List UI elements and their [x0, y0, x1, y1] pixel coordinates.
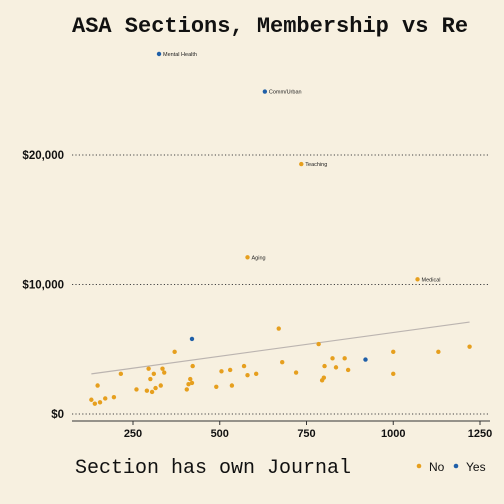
- point-no: [148, 376, 153, 382]
- labeled-point: [415, 277, 420, 282]
- point-no: [151, 371, 157, 377]
- point-yes: [189, 336, 195, 342]
- point-no: [97, 400, 103, 405]
- point-no: [436, 349, 441, 355]
- point-no: [184, 387, 189, 392]
- point-label: Aging: [252, 255, 266, 261]
- point-no: [391, 349, 396, 355]
- point-no: [467, 344, 472, 349]
- y-tick-label: $20,000: [22, 150, 64, 162]
- point-no: [144, 388, 150, 393]
- point-yes: [363, 357, 368, 362]
- point-no: [345, 367, 351, 373]
- labeled-point: [299, 161, 304, 167]
- labeled-point: [156, 51, 162, 57]
- point-no: [95, 383, 100, 388]
- point-no: [146, 366, 151, 371]
- point-no: [333, 365, 339, 370]
- point-no: [293, 370, 299, 375]
- labeled-point: [262, 89, 268, 94]
- x-tick-label: 1000: [381, 428, 405, 440]
- point-labels: Mental Health Comm/Urban Teaching Aging Medi…: [163, 52, 440, 283]
- point-label: Medical: [422, 277, 441, 283]
- point-no: [92, 401, 98, 406]
- point-label: Teaching: [305, 162, 327, 168]
- gridlines: [72, 154, 490, 415]
- point-no: [322, 363, 327, 369]
- labeled-point: [245, 255, 250, 260]
- data-points: [89, 51, 472, 406]
- y-tick-label: $10,000: [22, 280, 64, 292]
- legend-swatch-yes: [453, 463, 459, 469]
- point-label: Comm/Urban: [269, 90, 302, 96]
- point-no: [160, 366, 165, 371]
- point-no: [316, 341, 321, 347]
- point-no: [321, 375, 327, 380]
- point-no: [342, 356, 347, 361]
- y-tick-label: $0: [51, 409, 64, 421]
- y-axis-ticks: $0 $10,000 $20,000: [22, 150, 64, 421]
- point-no: [111, 394, 117, 400]
- x-tick-label: 250: [124, 428, 142, 440]
- trend-line: [91, 321, 470, 375]
- point-no: [241, 363, 247, 369]
- point-no: [186, 382, 191, 387]
- point-no: [118, 371, 124, 377]
- legend: Section has own Journal No Yes: [75, 457, 486, 480]
- point-no: [245, 372, 250, 378]
- point-no: [189, 380, 195, 386]
- point-no: [280, 360, 285, 365]
- trend-line-group: [91, 321, 470, 375]
- x-tick-label: 750: [297, 428, 315, 440]
- point-no: [149, 389, 155, 395]
- point-no: [276, 326, 281, 331]
- point-no: [190, 363, 195, 369]
- point-no: [188, 376, 193, 382]
- point-no: [162, 370, 167, 375]
- point-no: [330, 356, 335, 361]
- point-no: [253, 371, 259, 377]
- point-no: [172, 349, 177, 355]
- point-no: [134, 387, 139, 392]
- point-no: [103, 396, 108, 401]
- x-tick-label: 500: [211, 428, 229, 440]
- legend-label-yes: Yes: [466, 460, 486, 474]
- chart-title: ASA Sections, Membership vs Re: [72, 14, 468, 39]
- legend-title: Section has own Journal: [75, 457, 351, 480]
- x-axis-ticks: 250 500 750 1000 1250: [124, 421, 492, 440]
- point-no: [219, 369, 224, 374]
- point-label: Mental Health: [163, 52, 197, 58]
- point-no: [229, 383, 235, 388]
- legend-swatch-no: [416, 463, 422, 469]
- x-tick-label: 1250: [468, 428, 492, 440]
- legend-label-no: No: [429, 460, 445, 474]
- point-no: [153, 385, 158, 391]
- point-no: [227, 367, 233, 373]
- point-no: [214, 384, 219, 390]
- point-no: [158, 383, 163, 388]
- point-no: [89, 397, 94, 402]
- point-no: [391, 371, 396, 377]
